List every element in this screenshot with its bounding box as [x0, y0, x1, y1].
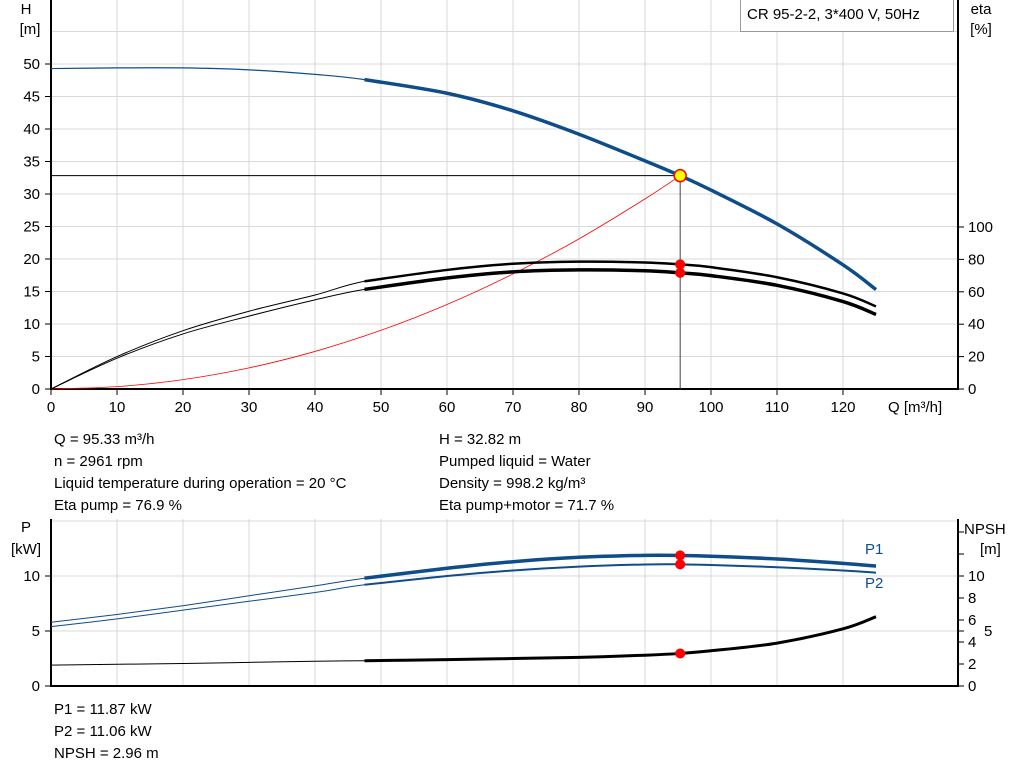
p1-curve-operating	[364, 553, 877, 580]
y-tick-label: 40	[23, 121, 40, 138]
readout-p2: P2 = 11.06 kW	[54, 723, 152, 740]
x-tick-label: 40	[307, 399, 324, 416]
p2-point	[675, 559, 686, 570]
y-tick-label: 15	[23, 284, 40, 301]
eta-axis-label: eta	[971, 1, 993, 18]
npsh-tick-label: 4	[968, 634, 976, 651]
x-axis-label: Q [m³/h]	[888, 399, 942, 416]
p2-label: P2	[865, 575, 883, 592]
x-tick-label: 20	[175, 399, 192, 416]
readout-right: H = 32.82 m Pumped liquid = Water Densit…	[439, 429, 614, 517]
npsh-tick-label: 6	[968, 612, 976, 629]
eta-pump-curve-operating	[364, 260, 877, 308]
x-tick-label: 10	[109, 399, 126, 416]
npsh-tick-label: 5	[984, 623, 992, 640]
y-tick-label: 50	[23, 56, 40, 73]
duty-point	[673, 168, 687, 183]
npsh-tick-label: 10	[968, 568, 985, 585]
x-tick-label: 60	[439, 399, 456, 416]
y-tick-label: 45	[23, 89, 40, 106]
eta-pump-point	[675, 259, 686, 270]
eta-total-curve-operating	[364, 268, 877, 317]
x-tick-label: 110	[765, 399, 789, 416]
eta-total-point	[675, 267, 686, 278]
npsh-tick-label: 8	[968, 590, 976, 607]
readout-npsh: NPSH = 2.96 m	[54, 745, 159, 762]
eta-tick-label: 80	[968, 251, 985, 268]
y-tick-label: 35	[23, 154, 40, 171]
system-curve	[50, 175, 681, 390]
eta-tick-label: 0	[968, 381, 976, 398]
y-tick-label: 30	[23, 186, 40, 203]
npsh-curve-operating	[364, 615, 877, 663]
head-curve	[50, 67, 877, 291]
npsh-point	[675, 648, 686, 659]
p-tick-label: 5	[32, 623, 40, 640]
x-tick-label: 30	[241, 399, 258, 416]
npsh-tick-label: 0	[968, 678, 976, 695]
y-tick-label: 0	[32, 381, 40, 398]
p2-curve-operating	[364, 563, 877, 586]
x-tick-label: 0	[47, 399, 55, 416]
readout-speed: n = 2961 rpm	[54, 453, 143, 470]
eta-tick-label: 40	[968, 316, 985, 333]
x-tick-label: 100	[698, 399, 723, 416]
readout-temperature: Liquid temperature during operation = 20…	[54, 475, 347, 492]
readout-liquid: Pumped liquid = Water	[439, 453, 591, 470]
pump-title: CR 95-2-2, 3*400 V, 50Hz	[740, 0, 954, 32]
x-tick-label: 50	[373, 399, 390, 416]
p-axis-label: P	[21, 519, 31, 536]
readout-eta-total: Eta pump+motor = 71.7 %	[439, 497, 615, 514]
npsh-axis-label: NPSH	[964, 521, 1006, 538]
y-axis-label: H	[21, 1, 32, 18]
eta-axis-unit: [%]	[970, 21, 992, 38]
readout-q: Q = 95.33 m³/h	[54, 431, 155, 448]
p-axis-unit: [kW]	[11, 541, 41, 558]
y-tick-label: 25	[23, 219, 40, 236]
x-tick-label: 90	[637, 399, 654, 416]
eta-total-curve	[50, 269, 877, 390]
npsh-axis-unit: [m]	[980, 541, 1001, 558]
p-tick-label: 0	[32, 678, 40, 695]
readout-p1: P1 = 11.87 kW	[54, 701, 152, 718]
x-tick-label: 80	[571, 399, 588, 416]
readout-h: H = 32.82 m	[439, 431, 522, 448]
eta-tick-label: 100	[968, 219, 993, 236]
eta-tick-label: 20	[968, 349, 985, 366]
x-tick-label: 70	[505, 399, 522, 416]
y-tick-label: 20	[23, 251, 40, 268]
readout-density: Density = 998.2 kg/m³	[439, 475, 586, 492]
readout-bottom: P1 = 11.87 kW P2 = 11.06 kW NPSH = 2.96 …	[54, 699, 159, 765]
y-tick-label: 5	[32, 349, 40, 366]
p-tick-label: 10	[23, 568, 40, 585]
p1-label: P1	[865, 541, 883, 558]
readout-eta-pump: Eta pump = 76.9 %	[54, 497, 182, 514]
npsh-tick-label: 2	[968, 656, 976, 673]
x-tick-label: 120	[830, 399, 855, 416]
readout-left: Q = 95.33 m³/h n = 2961 rpm Liquid tempe…	[54, 429, 346, 517]
y-tick-label: 10	[23, 316, 40, 333]
head-curve-operating	[364, 77, 878, 291]
y-axis-unit: [m]	[20, 21, 41, 38]
eta-tick-label: 60	[968, 284, 985, 301]
p1-point	[675, 550, 686, 561]
